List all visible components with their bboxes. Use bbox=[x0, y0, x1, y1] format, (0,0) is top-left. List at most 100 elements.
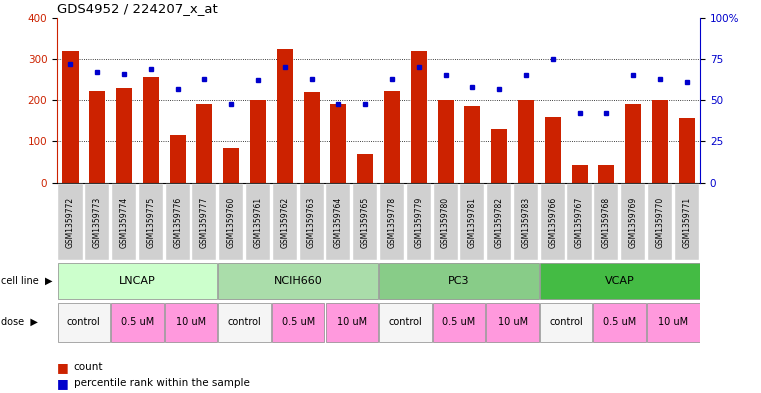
Bar bbox=[166, 184, 189, 260]
Text: GSM1359766: GSM1359766 bbox=[548, 196, 557, 248]
Text: 10 uM: 10 uM bbox=[658, 317, 689, 327]
Text: GSM1359773: GSM1359773 bbox=[93, 196, 102, 248]
Text: cell line  ▶: cell line ▶ bbox=[1, 276, 53, 286]
Text: ■: ■ bbox=[57, 361, 68, 374]
Bar bbox=[62, 51, 78, 183]
Bar bbox=[487, 184, 511, 260]
Bar bbox=[411, 51, 427, 183]
Bar bbox=[540, 303, 592, 342]
Bar bbox=[540, 263, 699, 299]
Bar bbox=[572, 165, 587, 183]
Text: GSM1359779: GSM1359779 bbox=[414, 196, 423, 248]
Text: GSM1359778: GSM1359778 bbox=[387, 196, 396, 248]
Text: GSM1359774: GSM1359774 bbox=[119, 196, 129, 248]
Bar bbox=[143, 77, 159, 183]
Bar bbox=[58, 303, 110, 342]
Bar bbox=[219, 184, 244, 260]
Text: GSM1359783: GSM1359783 bbox=[521, 196, 530, 248]
Text: GSM1359781: GSM1359781 bbox=[468, 196, 477, 248]
Bar bbox=[111, 303, 164, 342]
Bar bbox=[357, 154, 373, 183]
Text: GSM1359775: GSM1359775 bbox=[146, 196, 155, 248]
Bar bbox=[464, 107, 480, 183]
Text: GSM1359761: GSM1359761 bbox=[253, 196, 263, 248]
Bar bbox=[514, 184, 538, 260]
Text: 10 uM: 10 uM bbox=[176, 317, 206, 327]
Text: GSM1359772: GSM1359772 bbox=[66, 196, 75, 248]
Text: GSM1359777: GSM1359777 bbox=[200, 196, 209, 248]
Text: GSM1359770: GSM1359770 bbox=[655, 196, 664, 248]
Bar bbox=[621, 184, 645, 260]
Bar bbox=[353, 184, 377, 260]
Bar bbox=[116, 88, 132, 183]
Bar bbox=[568, 184, 591, 260]
Text: VCAP: VCAP bbox=[605, 276, 635, 286]
Bar bbox=[379, 303, 431, 342]
Bar bbox=[326, 184, 351, 260]
Bar bbox=[300, 184, 323, 260]
Bar bbox=[85, 184, 110, 260]
Text: control: control bbox=[67, 317, 100, 327]
Bar bbox=[594, 303, 646, 342]
Bar bbox=[165, 303, 218, 342]
Text: count: count bbox=[74, 362, 103, 373]
Text: 0.5 uM: 0.5 uM bbox=[442, 317, 476, 327]
Bar bbox=[326, 303, 378, 342]
Text: NCIH660: NCIH660 bbox=[274, 276, 323, 286]
Text: 0.5 uM: 0.5 uM bbox=[282, 317, 315, 327]
Text: dose  ▶: dose ▶ bbox=[1, 317, 37, 327]
Bar bbox=[647, 303, 699, 342]
Bar bbox=[218, 263, 378, 299]
Text: ■: ■ bbox=[57, 376, 68, 390]
Bar bbox=[434, 184, 457, 260]
Bar bbox=[625, 104, 642, 183]
Text: GSM1359760: GSM1359760 bbox=[227, 196, 236, 248]
Bar bbox=[218, 303, 271, 342]
Text: GSM1359776: GSM1359776 bbox=[174, 196, 182, 248]
Text: GSM1359782: GSM1359782 bbox=[495, 196, 504, 248]
Bar bbox=[433, 303, 486, 342]
Text: GSM1359769: GSM1359769 bbox=[629, 196, 638, 248]
Bar bbox=[518, 100, 534, 183]
Bar bbox=[486, 303, 539, 342]
Text: LNCAP: LNCAP bbox=[119, 276, 156, 286]
Text: 0.5 uM: 0.5 uM bbox=[603, 317, 636, 327]
Bar bbox=[272, 184, 297, 260]
Text: PC3: PC3 bbox=[448, 276, 470, 286]
Text: 10 uM: 10 uM bbox=[498, 317, 527, 327]
Bar bbox=[679, 118, 695, 183]
Bar bbox=[58, 263, 218, 299]
Bar bbox=[59, 184, 82, 260]
Bar bbox=[250, 100, 266, 183]
Text: GSM1359780: GSM1359780 bbox=[441, 196, 450, 248]
Bar bbox=[139, 184, 163, 260]
Bar bbox=[170, 135, 186, 183]
Bar bbox=[652, 100, 668, 183]
Bar bbox=[277, 49, 293, 183]
Bar bbox=[545, 117, 561, 183]
Bar bbox=[491, 129, 507, 183]
Bar bbox=[380, 184, 404, 260]
Bar bbox=[460, 184, 485, 260]
Text: control: control bbox=[389, 317, 422, 327]
Text: GSM1359771: GSM1359771 bbox=[682, 196, 691, 248]
Bar bbox=[330, 104, 346, 183]
Bar bbox=[246, 184, 270, 260]
Bar bbox=[379, 263, 539, 299]
Text: GSM1359763: GSM1359763 bbox=[307, 196, 316, 248]
Bar bbox=[648, 184, 672, 260]
Bar bbox=[272, 303, 324, 342]
Bar bbox=[594, 184, 619, 260]
Bar bbox=[438, 100, 454, 183]
Text: GSM1359767: GSM1359767 bbox=[575, 196, 584, 248]
Text: percentile rank within the sample: percentile rank within the sample bbox=[74, 378, 250, 388]
Bar bbox=[384, 91, 400, 183]
Text: GSM1359762: GSM1359762 bbox=[280, 196, 289, 248]
Text: control: control bbox=[228, 317, 262, 327]
Bar bbox=[406, 184, 431, 260]
Text: GSM1359765: GSM1359765 bbox=[361, 196, 370, 248]
Text: 10 uM: 10 uM bbox=[336, 317, 367, 327]
Text: GDS4952 / 224207_x_at: GDS4952 / 224207_x_at bbox=[57, 2, 218, 15]
Bar bbox=[112, 184, 136, 260]
Bar bbox=[196, 104, 212, 183]
